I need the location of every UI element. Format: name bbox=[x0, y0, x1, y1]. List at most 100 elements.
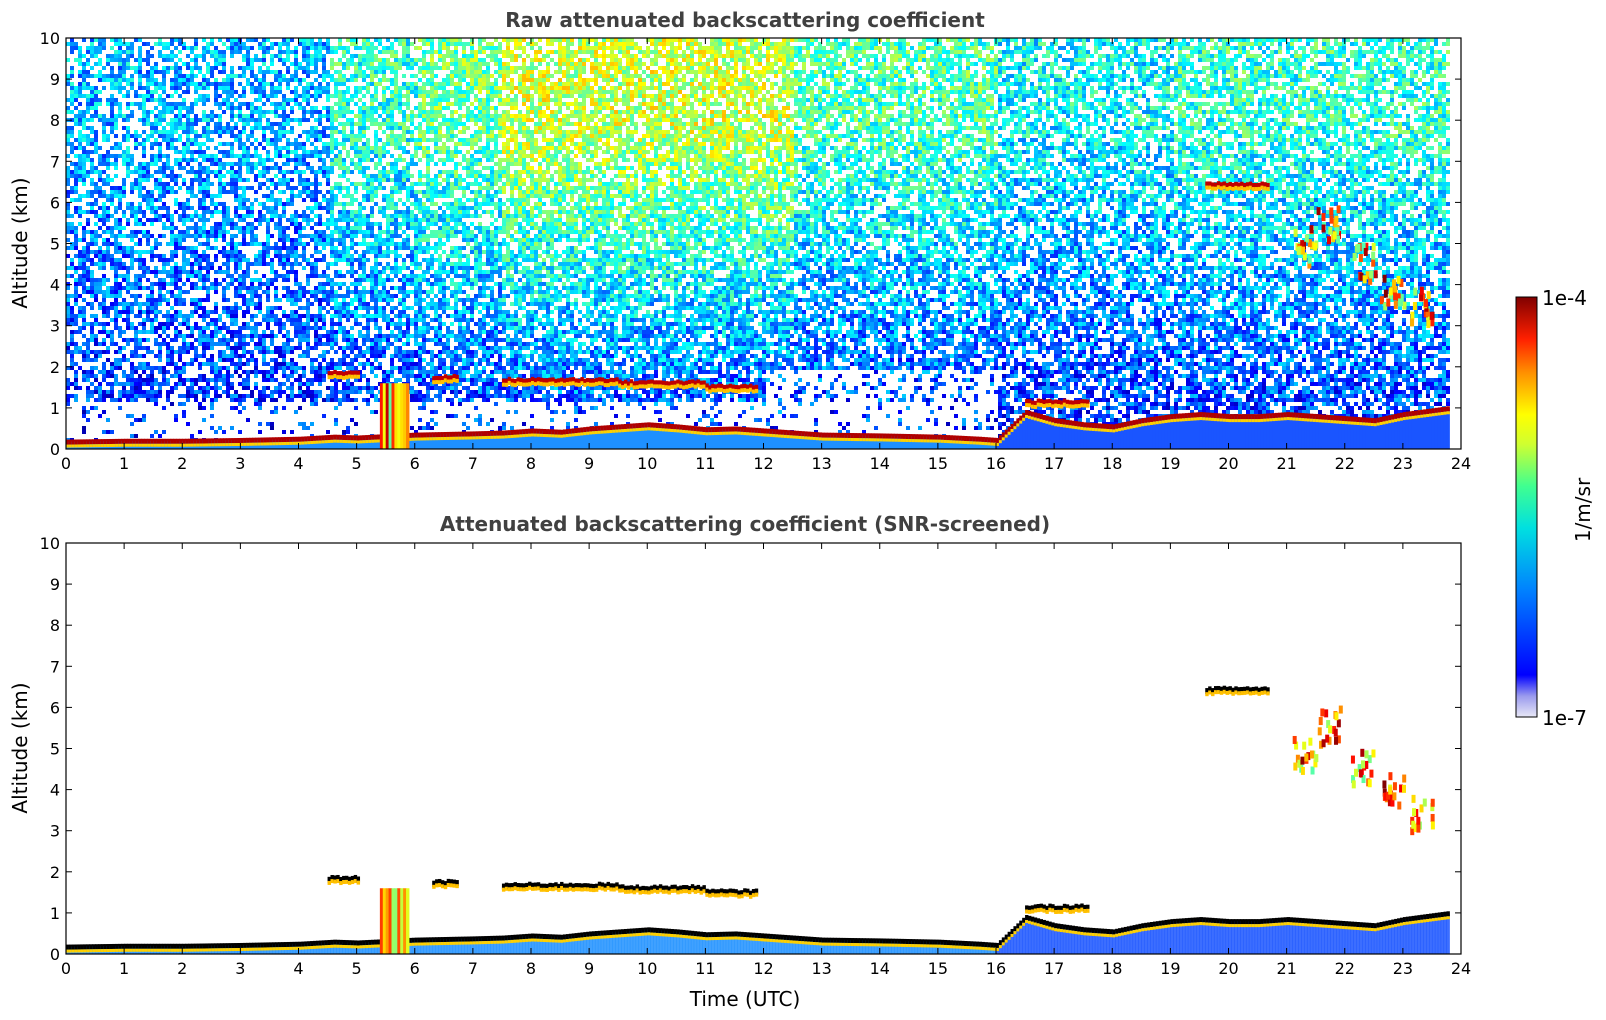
noise-cell bbox=[250, 142, 254, 146]
noise-cell bbox=[106, 178, 110, 182]
noise-cell bbox=[70, 294, 74, 298]
noise-cell bbox=[158, 386, 162, 390]
noise-cell bbox=[186, 274, 190, 278]
noise-cell bbox=[142, 150, 146, 154]
noise-cell bbox=[134, 210, 138, 214]
noise-cell bbox=[338, 358, 342, 362]
noise-cell bbox=[282, 390, 286, 394]
noise-cell bbox=[238, 394, 242, 398]
noise-cell bbox=[202, 338, 206, 342]
noise-cell bbox=[386, 134, 390, 138]
noise-cell bbox=[266, 374, 270, 378]
noise-cell bbox=[262, 358, 266, 362]
noise-cell bbox=[198, 54, 202, 58]
noise-cell bbox=[82, 354, 86, 358]
noise-cell bbox=[282, 146, 286, 150]
noise-cell bbox=[218, 106, 222, 110]
noise-cell bbox=[246, 322, 250, 326]
noise-cell bbox=[122, 186, 126, 190]
noise-cell bbox=[330, 330, 334, 334]
noise-cell bbox=[102, 322, 106, 326]
noise-cell bbox=[242, 122, 246, 126]
noise-cell bbox=[94, 46, 98, 50]
noise-cell bbox=[82, 146, 86, 150]
noise-cell bbox=[370, 74, 374, 78]
noise-cell bbox=[274, 306, 278, 310]
noise-cell bbox=[222, 338, 226, 342]
noise-cell bbox=[326, 350, 330, 354]
noise-cell bbox=[78, 74, 82, 78]
noise-cell bbox=[242, 214, 246, 218]
noise-cell bbox=[154, 378, 158, 382]
noise-cell bbox=[178, 74, 182, 78]
noise-cell bbox=[326, 42, 330, 46]
noise-cell bbox=[226, 242, 230, 246]
noise-cell bbox=[274, 70, 278, 74]
noise-cell bbox=[342, 114, 346, 118]
noise-cell bbox=[162, 74, 166, 78]
noise-cell bbox=[274, 294, 278, 298]
noise-cell bbox=[322, 246, 326, 250]
noise-cell bbox=[198, 402, 202, 406]
noise-cell bbox=[294, 294, 298, 298]
noise-cell bbox=[386, 370, 390, 374]
noise-cell bbox=[298, 390, 302, 394]
noise-cell bbox=[90, 206, 94, 210]
noise-cell bbox=[334, 78, 338, 82]
noise-cell bbox=[74, 278, 78, 282]
noise-cell bbox=[282, 226, 286, 230]
noise-cell bbox=[146, 134, 150, 138]
noise-cell bbox=[214, 302, 218, 306]
noise-cell bbox=[178, 266, 182, 270]
noise-cell bbox=[342, 394, 346, 398]
noise-cell bbox=[358, 214, 362, 218]
noise-cell bbox=[190, 226, 194, 230]
noise-cell bbox=[374, 58, 378, 62]
noise-cell bbox=[342, 218, 346, 222]
noise-cell bbox=[362, 234, 366, 238]
noise-cell bbox=[210, 210, 214, 214]
noise-cell bbox=[350, 94, 354, 98]
noise-cell bbox=[262, 58, 266, 62]
noise-cell bbox=[350, 198, 354, 202]
noise-cell bbox=[346, 426, 350, 430]
noise-cell bbox=[274, 202, 278, 206]
noise-cell bbox=[366, 242, 370, 246]
noise-cell bbox=[90, 274, 94, 278]
noise-cell bbox=[370, 282, 374, 286]
noise-cell bbox=[206, 346, 210, 350]
noise-cell bbox=[138, 118, 142, 122]
noise-cell bbox=[162, 322, 166, 326]
noise-cell bbox=[166, 186, 170, 190]
noise-cell bbox=[130, 310, 134, 314]
noise-cell bbox=[270, 142, 274, 146]
noise-cell bbox=[362, 182, 366, 186]
noise-cell bbox=[286, 50, 290, 54]
noise-cell bbox=[94, 338, 98, 342]
noise-cell bbox=[258, 42, 262, 46]
noise-cell bbox=[322, 314, 326, 318]
noise-cell bbox=[146, 286, 150, 290]
noise-cell bbox=[110, 394, 114, 398]
noise-cell bbox=[358, 294, 362, 298]
noise-cell bbox=[194, 194, 198, 198]
noise-cell bbox=[346, 86, 350, 90]
noise-cell bbox=[342, 294, 346, 298]
noise-cell bbox=[378, 334, 382, 338]
noise-cell bbox=[290, 374, 294, 378]
noise-cell bbox=[126, 166, 130, 170]
noise-cell bbox=[390, 354, 394, 358]
noise-cell bbox=[338, 94, 342, 98]
noise-cell bbox=[202, 230, 206, 234]
noise-cell bbox=[134, 330, 138, 334]
noise-cell bbox=[258, 154, 262, 158]
noise-cell bbox=[190, 274, 194, 278]
noise-cell bbox=[382, 98, 386, 102]
noise-cell bbox=[314, 390, 318, 394]
noise-cell bbox=[166, 322, 170, 326]
noise-cell bbox=[106, 346, 110, 350]
noise-cell bbox=[114, 122, 118, 126]
noise-cell bbox=[314, 402, 318, 406]
noise-cell bbox=[154, 254, 158, 258]
noise-cell bbox=[82, 194, 86, 198]
